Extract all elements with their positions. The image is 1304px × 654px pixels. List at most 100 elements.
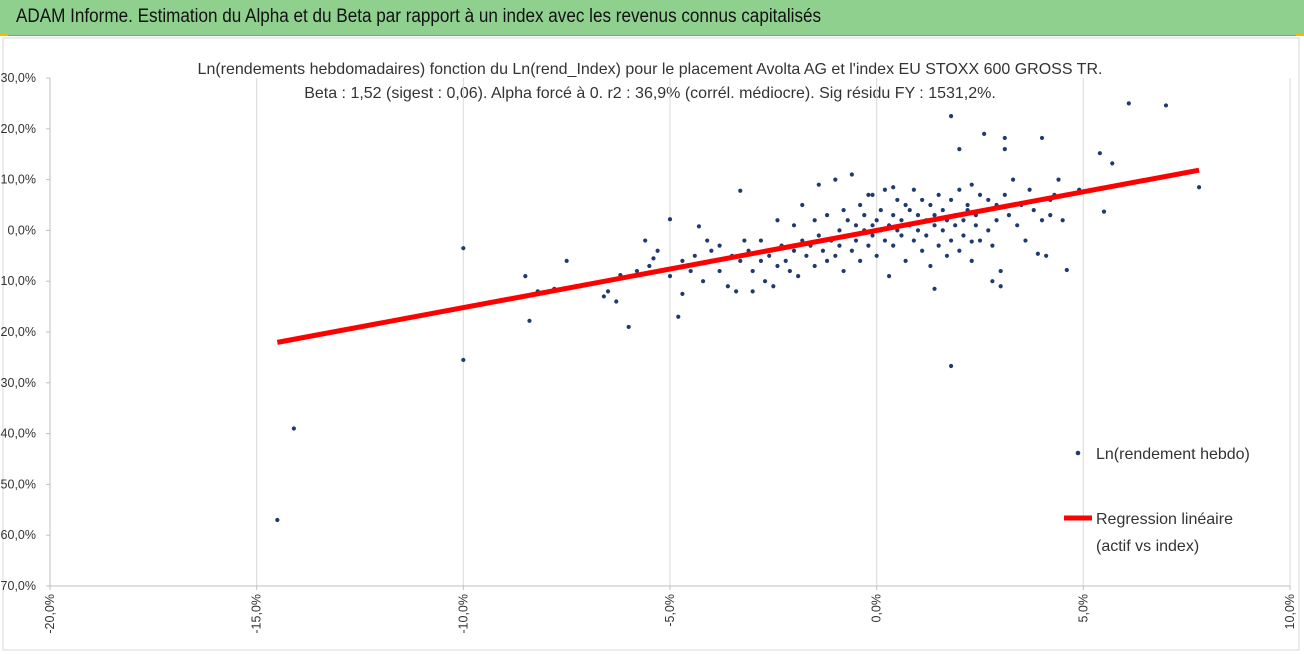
data-point <box>903 258 908 263</box>
data-point <box>1048 213 1053 218</box>
data-point <box>866 192 871 197</box>
data-point <box>680 258 685 263</box>
data-point <box>870 223 875 228</box>
data-point <box>775 218 780 223</box>
data-point <box>820 248 826 253</box>
y-tick-label: 10,0% <box>1 173 36 187</box>
data-point <box>680 291 685 296</box>
data-point <box>899 233 904 238</box>
chart-background <box>0 36 1304 654</box>
y-tick-label: -60,0% <box>0 528 36 542</box>
data-point <box>924 233 929 238</box>
data-point <box>651 256 656 261</box>
x-tick-label: 0,0% <box>870 594 884 623</box>
data-point <box>878 207 883 213</box>
data-point <box>891 243 896 248</box>
data-point <box>1097 151 1102 156</box>
x-tick-label: -5,0% <box>663 594 677 627</box>
data-point <box>932 223 937 228</box>
data-point <box>969 182 974 187</box>
data-point <box>655 248 660 253</box>
data-point <box>605 289 611 294</box>
data-point <box>1126 101 1131 106</box>
data-point <box>734 289 739 294</box>
data-point <box>291 426 296 431</box>
data-point <box>1006 213 1012 218</box>
data-point <box>853 238 859 243</box>
data-point <box>696 224 702 229</box>
data-point <box>948 238 954 243</box>
data-point <box>1196 185 1202 190</box>
data-point <box>791 223 797 228</box>
legend-line-label-2: (actif vs index) <box>1096 538 1199 555</box>
data-point <box>920 197 925 203</box>
data-point <box>915 213 921 218</box>
scatter-points <box>275 101 1202 523</box>
data-point <box>961 233 966 238</box>
data-point <box>758 258 764 263</box>
data-point <box>957 147 962 152</box>
data-point <box>1023 238 1028 243</box>
data-point <box>982 131 987 136</box>
data-point <box>845 218 850 223</box>
y-tick-label: -10,0% <box>0 274 36 288</box>
data-point <box>816 233 821 238</box>
data-point <box>895 197 900 203</box>
data-point <box>891 213 896 218</box>
chart-frame <box>2 37 1300 651</box>
data-point <box>758 238 764 243</box>
data-point <box>915 228 921 233</box>
data-point <box>692 253 697 258</box>
data-point <box>891 185 896 190</box>
data-point <box>858 202 863 208</box>
data-point <box>667 217 673 222</box>
chart-title: Ln(rendements hebdomadaires) fonction du… <box>198 61 1103 78</box>
data-point <box>948 197 954 203</box>
data-point <box>837 228 842 233</box>
y-tick-label: -40,0% <box>0 427 36 441</box>
y-tick-label: -70,0% <box>0 579 36 593</box>
data-point <box>911 187 916 192</box>
data-point <box>899 218 904 223</box>
data-point <box>775 263 780 269</box>
data-point <box>940 207 945 213</box>
data-point <box>738 258 743 263</box>
data-point <box>667 274 673 279</box>
data-point <box>932 213 937 218</box>
data-point <box>932 286 937 291</box>
data-point <box>990 279 995 284</box>
data-point <box>800 202 805 208</box>
data-point <box>874 218 879 223</box>
data-point <box>705 238 710 243</box>
data-point <box>944 253 950 258</box>
data-point <box>791 248 797 253</box>
axes: 30,0% 20,0% 10,0% 0,0% -10,0% -20,0% -30,0% -40… <box>0 71 1297 634</box>
data-point <box>862 213 867 218</box>
y-tick-label: -30,0% <box>0 376 36 390</box>
data-point <box>1027 187 1032 192</box>
data-point <box>787 268 792 274</box>
data-point <box>886 274 892 279</box>
chart-subtitle: Beta : 1,52 (sigest : 0,06). Alpha forcé… <box>304 85 996 102</box>
legend-line-label-1: Regression linéaire <box>1096 511 1233 528</box>
data-point <box>841 268 846 274</box>
data-point <box>783 258 788 263</box>
data-point <box>977 192 983 197</box>
data-point <box>626 324 631 330</box>
data-point <box>948 363 954 369</box>
data-point <box>903 202 908 208</box>
data-point <box>874 253 879 258</box>
data-point <box>762 279 768 284</box>
y-tick-label: 30,0% <box>1 71 36 85</box>
data-point <box>1101 209 1107 214</box>
data-point <box>833 253 838 258</box>
data-point <box>647 263 652 269</box>
data-point <box>812 218 817 223</box>
data-point <box>1002 147 1007 152</box>
data-point <box>1056 177 1061 182</box>
data-point <box>688 268 693 274</box>
data-point <box>965 202 970 208</box>
data-point <box>812 263 817 269</box>
data-point <box>1110 161 1115 166</box>
data-point <box>1039 135 1045 141</box>
